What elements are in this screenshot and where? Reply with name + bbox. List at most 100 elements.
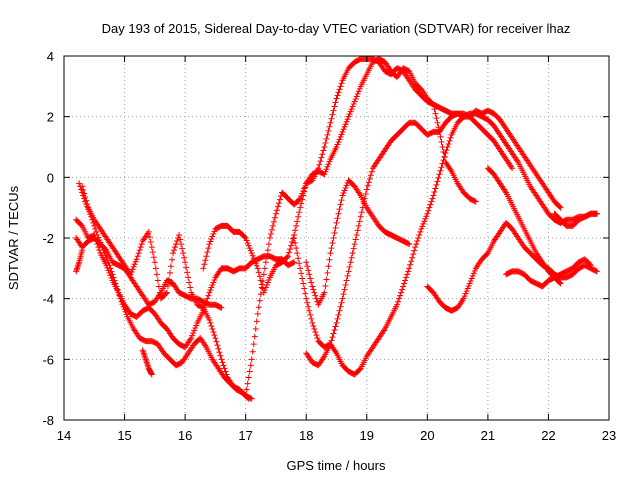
- data-point: [176, 231, 183, 238]
- data-point: [122, 308, 129, 315]
- data-point: [447, 134, 454, 141]
- data-point: [345, 113, 352, 120]
- data-point: [106, 262, 113, 269]
- data-point: [342, 121, 349, 128]
- data-point: [422, 215, 429, 222]
- data-point: [338, 80, 345, 87]
- data-point: [166, 269, 173, 276]
- data-point: [178, 241, 185, 248]
- data-point: [137, 244, 144, 251]
- data-point: [405, 240, 412, 247]
- data-point: [162, 290, 169, 297]
- data-point: [340, 291, 347, 298]
- data-point: [336, 136, 343, 143]
- data-point: [253, 318, 260, 325]
- data-point: [102, 246, 109, 253]
- data-point: [313, 295, 320, 302]
- data-point: [248, 250, 255, 257]
- data-point: [217, 304, 224, 311]
- data-point: [143, 359, 150, 366]
- data-point: [275, 200, 282, 207]
- y-tick-label: -6: [42, 352, 54, 367]
- data-point: [222, 368, 229, 375]
- data-point: [333, 319, 340, 326]
- data-point: [353, 231, 360, 238]
- data-point: [467, 277, 474, 284]
- data-point: [243, 237, 250, 244]
- data-point: [300, 280, 307, 287]
- data-point: [142, 354, 149, 361]
- data-point: [323, 135, 330, 142]
- x-tick-label: 17: [238, 428, 252, 443]
- data-point: [293, 245, 300, 252]
- data-point: [556, 203, 563, 210]
- data-point: [421, 218, 428, 225]
- data-point: [147, 239, 154, 246]
- data-point: [294, 250, 301, 257]
- data-point: [292, 227, 299, 234]
- series-arc-5: [200, 56, 564, 296]
- data-point: [242, 392, 249, 399]
- data-point: [331, 327, 338, 334]
- data-point: [183, 264, 190, 271]
- data-point: [141, 353, 148, 360]
- data-point: [208, 322, 215, 329]
- data-point: [333, 95, 340, 102]
- data-point: [83, 197, 90, 204]
- data-point: [294, 218, 301, 225]
- data-point: [260, 289, 267, 296]
- x-axis-label: GPS time / hours: [287, 458, 386, 473]
- data-point: [436, 171, 443, 178]
- data-point: [244, 240, 251, 247]
- data-point: [343, 118, 350, 125]
- data-point: [152, 265, 159, 272]
- data-point: [593, 268, 600, 275]
- data-point: [108, 268, 115, 275]
- data-point: [138, 241, 145, 248]
- data-point: [349, 103, 356, 110]
- data-point: [429, 195, 436, 202]
- data-point: [348, 106, 355, 113]
- data-point: [301, 285, 308, 292]
- data-point: [334, 141, 341, 148]
- data-point: [180, 250, 187, 257]
- data-point: [135, 250, 142, 257]
- data-point: [103, 254, 110, 261]
- data-point: [358, 209, 365, 216]
- data-point: [434, 178, 441, 185]
- data-point: [337, 201, 344, 208]
- data-point: [466, 280, 473, 287]
- data-point: [337, 303, 344, 310]
- data-point: [94, 231, 101, 238]
- data-point: [367, 172, 374, 179]
- data-point: [140, 348, 147, 355]
- data-point: [211, 276, 218, 283]
- data-point: [288, 242, 295, 249]
- data-point: [365, 179, 372, 186]
- data-point: [428, 198, 435, 205]
- x-tick-label: 18: [299, 428, 313, 443]
- data-point: [297, 204, 304, 211]
- data-point: [308, 279, 315, 286]
- data-point: [313, 332, 320, 339]
- data-point: [272, 210, 279, 217]
- data-point: [346, 111, 353, 118]
- data-point: [304, 299, 311, 306]
- data-point: [254, 265, 261, 272]
- data-point: [251, 333, 258, 340]
- data-point: [142, 356, 149, 363]
- data-point: [136, 247, 143, 254]
- data-point: [153, 271, 160, 278]
- data-point: [155, 283, 162, 290]
- data-point: [426, 204, 433, 211]
- data-point: [587, 262, 594, 269]
- data-point: [331, 229, 338, 236]
- data-point: [355, 88, 362, 95]
- series-arc-4: [79, 183, 255, 402]
- y-tick-label: 0: [47, 170, 54, 185]
- data-point: [336, 86, 343, 93]
- data-point: [247, 247, 254, 254]
- data-point: [306, 271, 313, 278]
- data-point: [338, 299, 345, 306]
- x-tick-label: 23: [602, 428, 616, 443]
